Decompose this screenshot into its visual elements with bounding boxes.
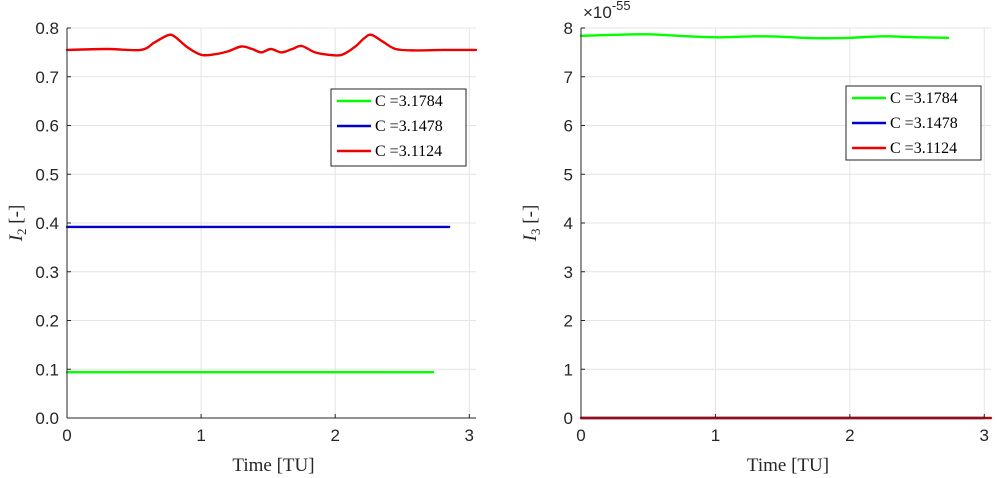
y-tick-label: 0.6 (35, 117, 59, 136)
y-axis-label-unit: [-] (520, 205, 541, 229)
y-axis-label-subscript: 2 (14, 228, 29, 235)
y-tick-label: 4 (564, 214, 573, 233)
x-axis-label: Time [TU] (232, 455, 314, 476)
legend-label-1: C =3.1784 (375, 93, 443, 110)
y-tick-label: 2 (564, 312, 573, 331)
legend-label-2: C =3.1478 (890, 115, 958, 132)
y-tick-label: 3 (564, 263, 573, 282)
legend: C =3.1784 C =3.1478 C =3.1124 (330, 88, 467, 167)
y-exponent-label: ×10-55 (583, 0, 631, 22)
y-tick-label: 0.7 (35, 68, 59, 87)
x-tick-label: 2 (330, 426, 339, 445)
y-axis-label: I2 [-] (6, 205, 29, 243)
y-tick-label: 0.0 (35, 409, 59, 428)
y-tick-label: 0.1 (35, 360, 59, 379)
y-tick-label: 1 (564, 360, 573, 379)
y-axis-label-symbol: I (520, 233, 541, 242)
y-tick-label: 8 (564, 19, 573, 38)
legend-label-1: C =3.1784 (890, 90, 958, 107)
series-line-3 (65, 33, 478, 57)
y-tick-label: 0.8 (35, 19, 59, 38)
y-tick-label: 0.3 (35, 263, 59, 282)
x-tick-label: 0 (576, 426, 585, 445)
y-exponent-power: -55 (612, 0, 631, 13)
y-exponent-base: ×10 (583, 3, 612, 22)
y-axis-label-subscript: 3 (528, 228, 543, 235)
x-tick-label: 3 (465, 426, 474, 445)
y-tick-label: 5 (564, 165, 573, 184)
x-tick-label: 2 (845, 426, 854, 445)
y-axis-label-symbol: I (6, 233, 27, 242)
x-axis-label: Time [TU] (747, 455, 829, 476)
y-tick-label: 0.4 (35, 214, 59, 233)
y-tick-label: 0.5 (35, 165, 59, 184)
legend-label-3: C =3.1124 (890, 140, 957, 157)
y-tick-label: 0 (564, 409, 573, 428)
legend: C =3.1784 C =3.1478 C =3.1124 (845, 85, 982, 161)
y-axis-label: I3 [-] (520, 205, 543, 243)
x-tick-label: 0 (62, 426, 71, 445)
x-tick-label: 1 (711, 426, 720, 445)
y-tick-label: 7 (564, 68, 573, 87)
x-tick-label: 1 (196, 426, 205, 445)
y-tick-label: 6 (564, 117, 573, 136)
legend-label-3: C =3.1124 (375, 143, 442, 160)
y-axis-label-unit: [-] (6, 205, 27, 229)
y-tick-label: 0.2 (35, 312, 59, 331)
x-tick-label: 3 (980, 426, 989, 445)
series-line-1 (579, 33, 950, 40)
legend-label-2: C =3.1478 (375, 118, 443, 135)
chart-panel-1: 0 1 2 3 0.0 0.1 0.2 0.3 0.4 0.5 0.6 0.7 0.8 Time [TU]… (6, 19, 478, 476)
